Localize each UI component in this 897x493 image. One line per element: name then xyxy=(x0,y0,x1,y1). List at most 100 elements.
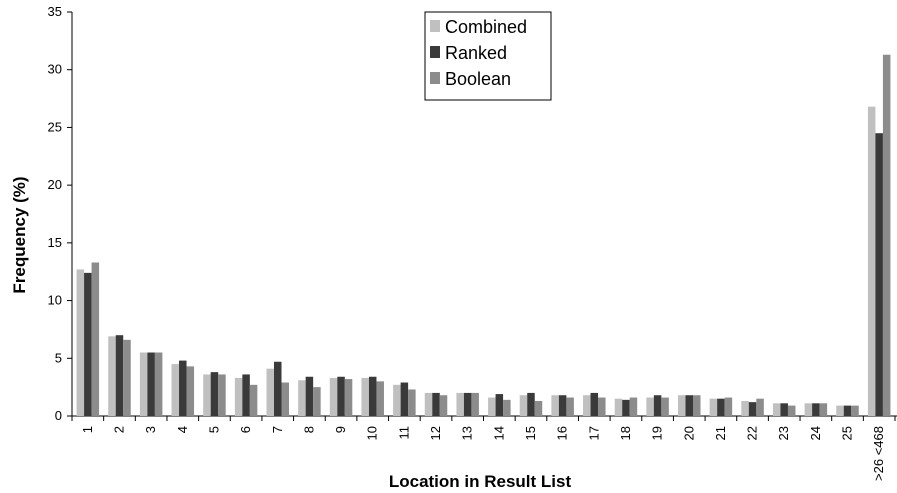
x-tick-label: 23 xyxy=(776,426,791,440)
bar-ranked xyxy=(875,133,883,416)
bar-combined xyxy=(203,374,211,416)
x-tick-label: 10 xyxy=(365,426,380,440)
y-tick-label: 20 xyxy=(48,177,62,192)
bar-boolean xyxy=(566,397,574,416)
x-tick-label: 13 xyxy=(460,426,475,440)
bar-boolean xyxy=(629,397,638,416)
bar-combined xyxy=(678,395,686,416)
bar-ranked xyxy=(84,272,92,416)
bar-boolean xyxy=(724,397,733,416)
bar-ranked xyxy=(210,372,219,416)
y-axis-title: Frequency (%) xyxy=(10,176,29,293)
x-tick-label: 24 xyxy=(808,426,823,440)
x-tick-label: 7 xyxy=(270,426,285,433)
bar-combined xyxy=(614,398,623,416)
bar-ranked xyxy=(653,395,662,416)
bar-boolean xyxy=(882,54,891,417)
bar-combined xyxy=(804,403,813,416)
bar-ranked xyxy=(179,360,187,416)
x-tick-label: 12 xyxy=(428,426,443,440)
y-tick-label: 5 xyxy=(55,350,62,365)
x-tick-label: >26 <468 xyxy=(871,426,886,481)
x-tick-label: 21 xyxy=(713,426,728,440)
bar-ranked xyxy=(527,392,535,416)
bar-combined xyxy=(709,398,718,416)
bar-ranked xyxy=(622,399,630,416)
bar-boolean xyxy=(281,382,289,416)
bar-ranked xyxy=(274,361,282,416)
x-tick-label: 25 xyxy=(840,426,855,440)
x-tick-label: 9 xyxy=(333,426,348,433)
bar-boolean xyxy=(661,397,669,416)
bar-combined xyxy=(867,106,876,416)
bar-boolean xyxy=(186,366,195,416)
bar-ranked xyxy=(495,394,504,416)
x-tick-label: 16 xyxy=(555,426,570,440)
bar-combined xyxy=(361,377,369,416)
bar-combined xyxy=(772,403,781,416)
x-tick-label: 20 xyxy=(681,426,696,440)
bar-ranked xyxy=(305,376,314,416)
bar-boolean xyxy=(503,399,511,416)
legend-swatch-ranked xyxy=(430,46,440,58)
bar-combined xyxy=(519,395,528,416)
bar-boolean xyxy=(851,405,859,416)
bar-combined xyxy=(108,336,116,416)
bar-ranked xyxy=(242,374,250,416)
y-tick-label: 25 xyxy=(48,119,62,134)
bar-combined xyxy=(234,377,243,416)
x-tick-label: 6 xyxy=(238,426,253,433)
bar-combined xyxy=(298,380,306,416)
y-tick-label: 10 xyxy=(48,293,62,308)
bar-ranked xyxy=(558,395,567,416)
x-tick-label: 18 xyxy=(618,426,633,440)
bar-boolean xyxy=(123,339,131,416)
bar-combined xyxy=(171,364,180,416)
bar-boolean xyxy=(756,398,764,416)
bar-boolean xyxy=(693,395,701,416)
bar-boolean xyxy=(91,262,100,416)
bar-boolean xyxy=(344,379,353,416)
x-tick-label: 15 xyxy=(523,426,538,440)
bar-ranked xyxy=(685,395,693,416)
bar-ranked xyxy=(115,335,124,416)
bar-ranked xyxy=(463,392,472,416)
legend-label-ranked: Ranked xyxy=(445,43,507,63)
bar-combined xyxy=(488,397,496,416)
bar-combined xyxy=(139,352,148,416)
bar-ranked xyxy=(748,402,757,416)
bar-boolean xyxy=(534,400,543,416)
y-tick-label: 0 xyxy=(55,408,62,423)
bar-ranked xyxy=(368,376,377,416)
bar-ranked xyxy=(843,405,852,416)
bar-combined xyxy=(646,397,654,416)
bar-boolean xyxy=(154,352,163,416)
bar-boolean xyxy=(598,397,606,416)
legend-box xyxy=(424,11,552,101)
legend: Combined Ranked Boolean xyxy=(424,11,552,101)
bar-combined xyxy=(76,269,85,416)
bar-boolean xyxy=(249,384,258,416)
legend-swatch-boolean xyxy=(430,72,440,84)
bar-ranked xyxy=(590,392,599,416)
bars xyxy=(76,54,891,417)
x-tick-label: 2 xyxy=(111,426,126,433)
x-tick-label: 4 xyxy=(175,426,190,433)
bar-boolean xyxy=(471,392,479,416)
bar-boolean xyxy=(376,381,384,416)
bar-ranked xyxy=(432,392,440,416)
bar-ranked xyxy=(812,403,820,416)
bar-boolean xyxy=(408,389,416,416)
y-tick-label: 35 xyxy=(48,4,62,19)
x-tick-label: 3 xyxy=(143,426,158,433)
x-tick-label: 5 xyxy=(206,426,221,433)
bar-combined xyxy=(393,384,401,416)
legend-label-combined: Combined xyxy=(445,17,527,37)
y-tick-label: 15 xyxy=(48,235,62,250)
bar-boolean xyxy=(819,403,828,416)
bar-combined xyxy=(551,395,559,416)
x-tick-label: 1 xyxy=(80,426,95,433)
bar-boolean xyxy=(313,387,321,416)
x-tick-label: 22 xyxy=(745,426,760,440)
